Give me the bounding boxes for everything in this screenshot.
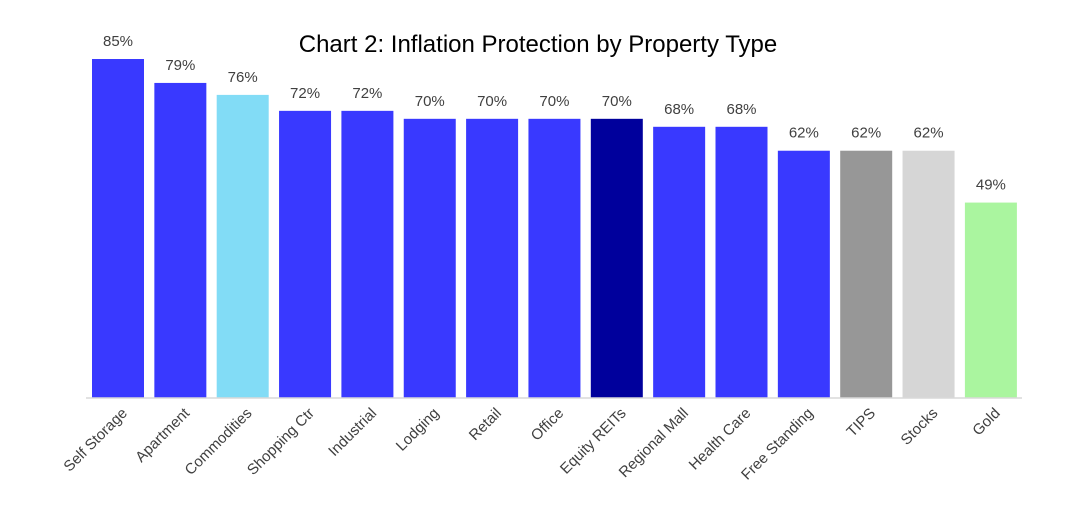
x-tick-labels-group: Self Storage ApartmentCommoditiesShopping… [60, 404, 1003, 483]
bar-apartment [154, 82, 207, 399]
data-label-tips: 62% [851, 125, 881, 142]
data-label-retail: 70% [477, 93, 507, 110]
chart-title: Chart 2: Inflation Protection by Propert… [299, 31, 777, 58]
bar-stocks [902, 150, 955, 398]
x-tick-label-stocks: Stocks [898, 405, 942, 449]
bars-group [92, 59, 1017, 399]
x-tick-label-office: Office [528, 405, 568, 445]
bar-free-standing [777, 150, 830, 398]
data-label-regional-mall: 68% [664, 101, 694, 118]
data-label-lodging: 70% [415, 93, 445, 110]
bar-tips [840, 150, 893, 398]
data-label-apartment: 79% [165, 57, 195, 74]
data-label-stocks: 62% [914, 125, 944, 142]
data-label-shopping-ctr: 72% [290, 85, 320, 102]
data-label-industrial: 72% [352, 85, 382, 102]
bar-self-storage [92, 59, 144, 398]
bar-office [528, 118, 581, 398]
x-tick-label-apartment: Apartment [132, 404, 194, 466]
data-labels-group: 85% 79% 76% 72% 72% 70% 70% 70% 70% 68% 68% 62% 62% 6… [103, 33, 1006, 194]
bar-gold [964, 202, 1017, 398]
bar-lodging [403, 118, 456, 398]
data-label-health-care: 68% [726, 101, 756, 118]
bar-commodities [216, 94, 269, 398]
x-tick-label-shopping-ctr: Shopping Ctr [244, 405, 318, 479]
data-label-equity-reits: 70% [602, 93, 632, 110]
x-tick-label-industrial: Industrial [325, 405, 380, 460]
bar-regional-mall [653, 126, 706, 399]
x-tick-label-self-storage: Self Storage [60, 405, 130, 475]
bar-health-care [715, 126, 768, 399]
data-label-self-storage: 85% [103, 33, 133, 50]
x-tick-label-health-care: Health Care [686, 405, 755, 474]
data-label-commodities: 76% [228, 69, 258, 86]
bar-retail [466, 118, 519, 398]
data-label-office: 70% [539, 93, 569, 110]
x-tick-label-gold: Gold [969, 405, 1003, 439]
bar-industrial [341, 110, 394, 398]
bar-shopping-ctr [279, 110, 332, 398]
bar-equity-reits [590, 118, 643, 398]
x-tick-label-tips: TIPS [843, 405, 879, 441]
x-tick-label-retail: Retail [466, 405, 505, 444]
x-tick-label-lodging: Lodging [393, 405, 443, 455]
data-label-gold: 49% [976, 177, 1006, 194]
data-label-free-standing: 62% [789, 125, 819, 142]
